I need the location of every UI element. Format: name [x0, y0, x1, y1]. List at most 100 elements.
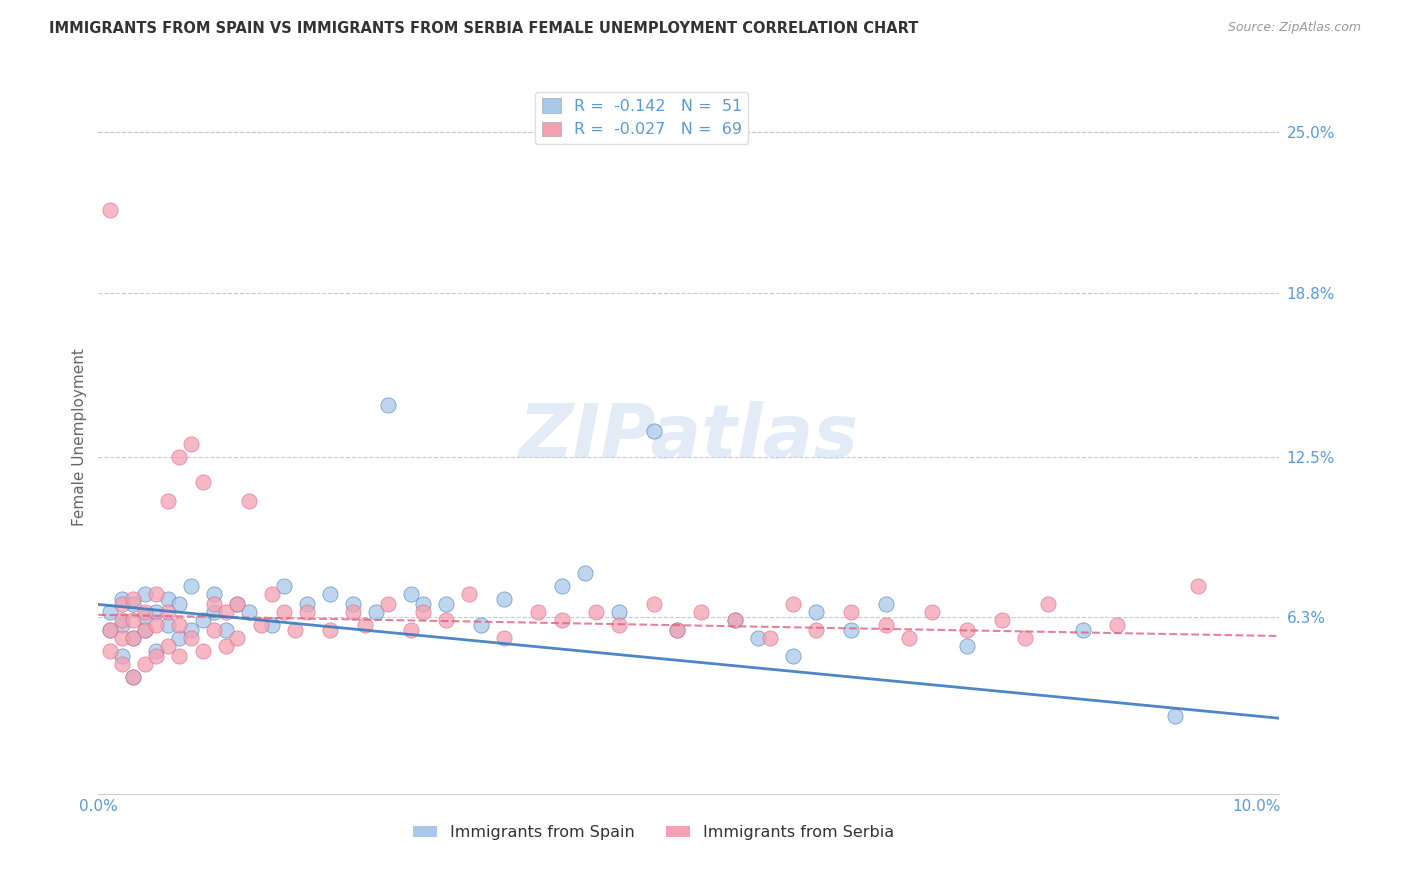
Point: [273, 579, 295, 593]
Point: [98, 605, 121, 619]
Point: [782, 649, 804, 664]
Point: [377, 398, 399, 412]
Point: [169, 450, 191, 464]
Point: [550, 613, 572, 627]
Point: [470, 618, 492, 632]
Point: [156, 592, 179, 607]
Point: [585, 605, 607, 619]
Point: [666, 624, 689, 638]
Point: [1036, 598, 1059, 612]
Point: [434, 598, 457, 612]
Point: [342, 605, 364, 619]
Point: [110, 618, 132, 632]
Point: [215, 605, 238, 619]
Point: [191, 475, 214, 490]
Point: [956, 624, 979, 638]
Point: [110, 598, 132, 612]
Point: [215, 624, 238, 638]
Point: [98, 624, 121, 638]
Point: [202, 624, 225, 638]
Point: [434, 613, 457, 627]
Point: [169, 618, 191, 632]
Point: [122, 670, 145, 684]
Point: [643, 424, 665, 438]
Point: [202, 605, 225, 619]
Legend: Immigrants from Spain, Immigrants from Serbia: Immigrants from Spain, Immigrants from S…: [406, 819, 901, 847]
Point: [226, 598, 249, 612]
Point: [156, 493, 179, 508]
Point: [98, 202, 121, 217]
Point: [412, 605, 434, 619]
Point: [180, 436, 202, 450]
Point: [145, 644, 167, 658]
Point: [897, 631, 920, 645]
Point: [145, 649, 167, 664]
Point: [666, 624, 689, 638]
Point: [609, 618, 631, 632]
Point: [990, 613, 1012, 627]
Point: [215, 639, 238, 653]
Point: [458, 587, 481, 601]
Point: [110, 649, 132, 664]
Point: [122, 670, 145, 684]
Point: [1014, 631, 1036, 645]
Point: [156, 605, 179, 619]
Point: [226, 631, 249, 645]
Point: [191, 613, 214, 627]
Point: [377, 598, 399, 612]
Point: [134, 657, 156, 672]
Point: [689, 605, 711, 619]
Point: [399, 587, 422, 601]
Point: [169, 649, 191, 664]
Point: [724, 613, 747, 627]
Point: [284, 624, 307, 638]
Point: [366, 605, 388, 619]
Y-axis label: Female Unemployment: Female Unemployment: [72, 348, 87, 526]
Point: [180, 624, 202, 638]
Point: [319, 624, 342, 638]
Point: [806, 605, 828, 619]
Point: [122, 613, 145, 627]
Point: [110, 592, 132, 607]
Point: [249, 618, 271, 632]
Point: [527, 605, 550, 619]
Point: [122, 631, 145, 645]
Point: [574, 566, 596, 581]
Point: [98, 644, 121, 658]
Point: [550, 579, 572, 593]
Text: IMMIGRANTS FROM SPAIN VS IMMIGRANTS FROM SERBIA FEMALE UNEMPLOYMENT CORRELATION : IMMIGRANTS FROM SPAIN VS IMMIGRANTS FROM…: [49, 21, 918, 36]
Point: [1187, 579, 1209, 593]
Point: [839, 624, 862, 638]
Point: [609, 605, 631, 619]
Point: [262, 618, 284, 632]
Point: [295, 598, 318, 612]
Point: [122, 631, 145, 645]
Point: [806, 624, 828, 638]
Point: [747, 631, 769, 645]
Point: [643, 598, 665, 612]
Point: [875, 598, 897, 612]
Point: [122, 598, 145, 612]
Point: [98, 624, 121, 638]
Point: [156, 618, 179, 632]
Point: [134, 624, 156, 638]
Point: [145, 605, 167, 619]
Point: [110, 657, 132, 672]
Point: [353, 618, 375, 632]
Point: [191, 644, 214, 658]
Point: [782, 598, 804, 612]
Point: [156, 639, 179, 653]
Point: [238, 493, 260, 508]
Point: [134, 605, 156, 619]
Point: [492, 631, 515, 645]
Point: [134, 610, 156, 624]
Point: [202, 587, 225, 601]
Point: [262, 587, 284, 601]
Point: [238, 605, 260, 619]
Point: [724, 613, 747, 627]
Point: [134, 587, 156, 601]
Point: [492, 592, 515, 607]
Point: [226, 598, 249, 612]
Point: [180, 631, 202, 645]
Point: [1164, 709, 1187, 723]
